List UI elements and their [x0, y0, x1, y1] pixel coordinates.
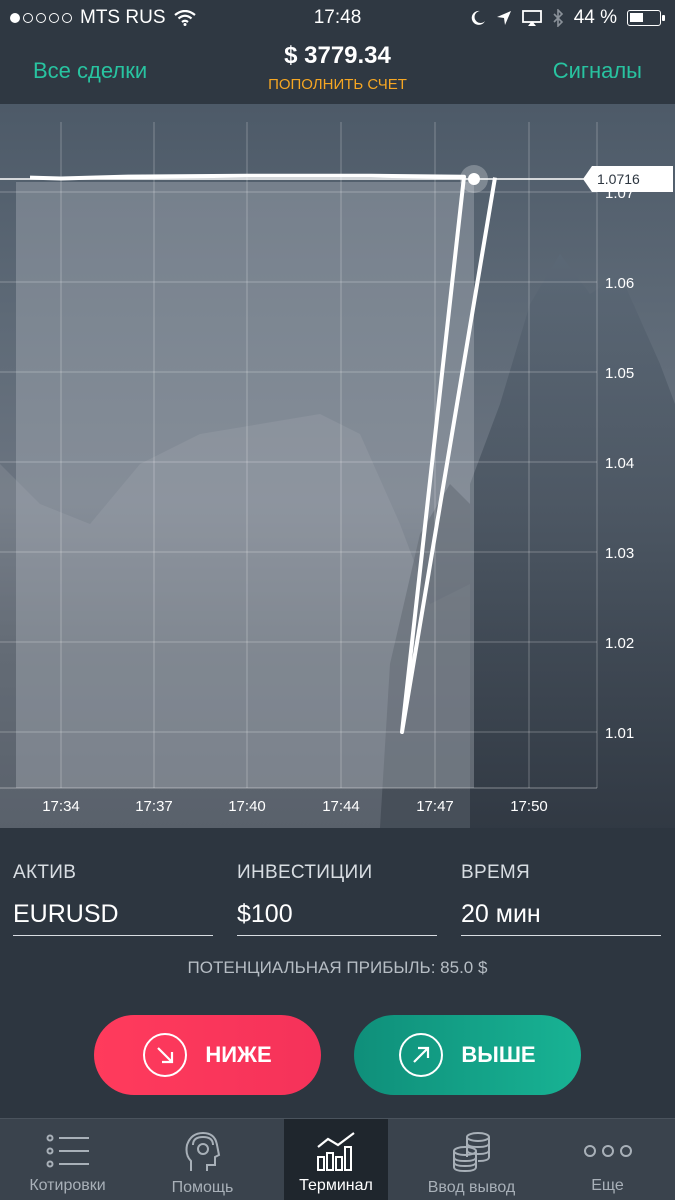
time-input[interactable]: 20 мин [461, 900, 661, 936]
current-price-label: 1.0716 [583, 166, 673, 192]
signals-link[interactable]: Сигналы [552, 58, 642, 83]
trade-highlight-region [16, 182, 474, 788]
tab-deposit-withdraw-label: Ввод вывод [427, 1179, 516, 1196]
tab-help-label: Помощь [171, 1179, 234, 1196]
investment-label: ИНВЕСТИЦИИ [237, 862, 373, 883]
support-icon [185, 1131, 220, 1171]
airplay-icon [521, 10, 542, 26]
x-tick-label: 17:37 [135, 798, 173, 815]
deposit-button[interactable]: ПОПОЛНИТЬ СЧЕТ [268, 76, 407, 93]
location-icon [496, 11, 511, 25]
investment-input[interactable]: $100 [237, 900, 437, 936]
battery-icon [627, 10, 665, 26]
arrow-down-right-icon [143, 1033, 188, 1077]
arrow-up-right-icon [399, 1033, 444, 1077]
more-icon [583, 1145, 632, 1157]
asset-input[interactable]: EURUSD [13, 900, 213, 936]
tab-more[interactable]: Еще [540, 1119, 675, 1200]
up-button-label: ВЫШЕ [461, 1042, 536, 1067]
asset-field: АКТИВ EURUSD [13, 862, 213, 936]
tab-quotes[interactable]: Котировки [0, 1119, 135, 1200]
potential-profit: ПОТЕНЦИАЛЬНАЯ ПРИБЫЛЬ: 85.0 $ [187, 958, 488, 977]
moon-icon [471, 10, 485, 25]
y-tick-label: 1.01 [605, 725, 634, 742]
bluetooth-icon [553, 9, 563, 27]
coins-icon [452, 1132, 490, 1173]
battery-percent: 44 % [573, 7, 617, 28]
x-tick-label: 17:50 [510, 798, 548, 815]
current-price-text: 1.0716 [597, 171, 640, 187]
y-tick-label: 1.06 [605, 275, 634, 292]
chart-bars-icon [317, 1132, 355, 1171]
down-button-label: НИЖЕ [205, 1042, 272, 1067]
tab-bar: Котировки Помощь Терминал Ввод вывод [0, 1118, 675, 1200]
y-tick-label: 1.03 [605, 545, 634, 562]
chart-grid [0, 122, 598, 789]
x-tick-label: 17:34 [42, 798, 80, 815]
price-chart[interactable]: 1.01 1.02 1.03 1.04 1.05 1.06 1.07 17:34 17:37 1… [0, 104, 675, 828]
current-point [468, 173, 480, 185]
asset-label: АКТИВ [13, 862, 77, 883]
tab-terminal[interactable]: Терминал [284, 1119, 388, 1200]
status-bar: MTS RUS 17:48 44 % [0, 0, 675, 36]
tab-quotes-label: Котировки [29, 1177, 106, 1194]
mountain-background [0, 254, 675, 828]
investment-field: ИНВЕСТИЦИИ $100 [237, 862, 437, 936]
trade-form: АКТИВ EURUSD ИНВЕСТИЦИИ $100 ВРЕМЯ 20 ми… [0, 828, 675, 1118]
x-tick-label: 17:40 [228, 798, 266, 815]
tab-deposit-withdraw[interactable]: Ввод вывод [404, 1119, 539, 1200]
time-label: ВРЕМЯ [461, 862, 531, 883]
x-tick-label: 17:47 [416, 798, 454, 815]
down-button[interactable]: НИЖЕ [94, 1015, 321, 1095]
tab-more-label: Еще [591, 1177, 624, 1194]
chart-svg: 1.011.021.031.041.051.061.07 17:34 17:37 1… [0, 122, 675, 828]
all-trades-link[interactable]: Все сделки [33, 58, 148, 83]
carrier: MTS RUS [80, 7, 166, 28]
wifi-icon [173, 10, 196, 26]
series-line [29, 173, 497, 734]
y-tick-label: 1.02 [605, 635, 634, 652]
tab-help[interactable]: Помощь [135, 1119, 270, 1200]
list-icon [46, 1134, 89, 1168]
signal-icon [10, 13, 72, 23]
y-tick-label: 1.04 [605, 455, 634, 472]
tab-terminal-label: Терминал [299, 1177, 373, 1194]
y-tick-label: 1.05 [605, 365, 634, 382]
top-bar: Все сделки $ 3779.34 ПОПОЛНИТЬ СЧЕТ Сигн… [0, 36, 675, 104]
balance: $ 3779.34 [284, 42, 391, 69]
up-button[interactable]: ВЫШЕ [354, 1015, 581, 1095]
clock: 17:48 [313, 7, 362, 28]
x-tick-label: 17:44 [322, 798, 360, 815]
time-field: ВРЕМЯ 20 мин [461, 862, 661, 936]
